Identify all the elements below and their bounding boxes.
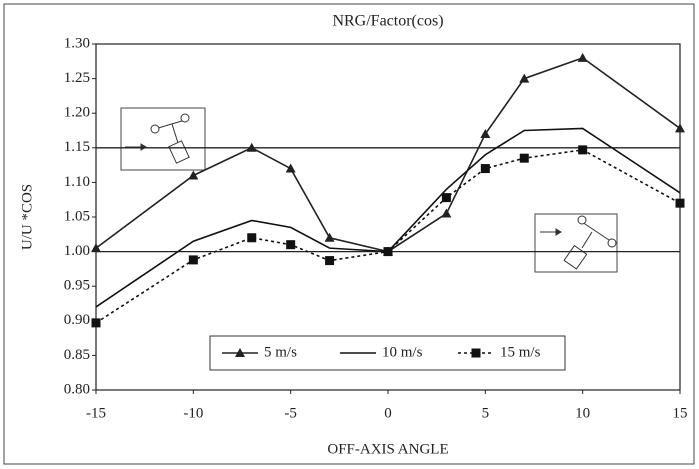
marker-square — [480, 164, 490, 174]
marker-square — [91, 318, 101, 328]
legend-label: 5 m/s — [264, 344, 297, 360]
marker-triangle — [91, 243, 101, 253]
marker-square — [286, 240, 296, 250]
marker-square — [188, 255, 198, 265]
x-tick-label: 0 — [384, 405, 392, 421]
marker-square — [675, 198, 685, 208]
y-axis-label: U/U *COS — [19, 184, 35, 250]
x-tick-label: -5 — [284, 405, 297, 421]
marker-triangle — [188, 170, 199, 180]
x-tick-label: 15 — [673, 405, 688, 421]
y-tick-label: 1.15 — [64, 139, 90, 155]
marker-triangle — [324, 232, 335, 242]
x-tick-label: -15 — [86, 405, 106, 421]
marker-square — [247, 233, 257, 243]
x-axis-label: OFF-AXIS ANGLE — [327, 441, 448, 457]
icon-left — [120, 107, 206, 171]
marker-square — [519, 153, 529, 163]
chart-title: NRG/Factor(cos) — [332, 13, 443, 30]
marker-square — [471, 348, 481, 358]
marker-square — [325, 256, 335, 266]
marker-triangle — [675, 123, 685, 133]
y-tick-label: 1.25 — [64, 70, 90, 86]
x-tick-label: -10 — [183, 405, 203, 421]
legend-label: 10 m/s — [382, 344, 423, 360]
x-tick-label: 10 — [575, 405, 590, 421]
marker-triangle — [246, 142, 257, 152]
marker-triangle — [577, 52, 588, 62]
marker-triangle — [480, 128, 491, 138]
icon-right — [534, 213, 618, 273]
y-tick-label: 0.95 — [64, 278, 90, 294]
marker-triangle — [519, 73, 530, 83]
y-tick-label: 1.05 — [64, 208, 90, 224]
y-tick-label: 1.30 — [64, 35, 90, 51]
legend-box — [209, 335, 566, 371]
marker-triangle — [441, 208, 452, 218]
x-tick-label: 5 — [482, 405, 490, 421]
y-tick-label: 0.85 — [64, 347, 90, 363]
y-tick-label: 0.80 — [64, 381, 90, 397]
y-tick-label: 1.10 — [64, 174, 90, 190]
y-tick-label: 0.90 — [64, 312, 90, 328]
marker-triangle — [285, 163, 296, 173]
marker-triangle — [235, 348, 245, 357]
legend-label: 15 m/s — [500, 344, 541, 360]
marker-square — [441, 193, 451, 203]
marker-square — [383, 247, 393, 257]
chart-frame — [3, 3, 695, 465]
y-tick-label: 1.20 — [64, 105, 90, 121]
y-tick-label: 1.00 — [64, 243, 90, 259]
marker-square — [578, 145, 588, 155]
